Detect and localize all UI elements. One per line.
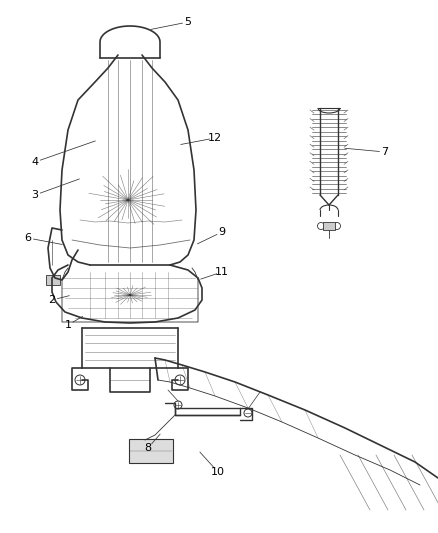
Text: 4: 4 bbox=[32, 157, 39, 167]
Text: 9: 9 bbox=[219, 227, 226, 237]
Bar bbox=[323, 222, 335, 230]
Text: 3: 3 bbox=[32, 190, 39, 200]
Text: 10: 10 bbox=[211, 467, 225, 477]
Text: 1: 1 bbox=[64, 320, 71, 330]
FancyBboxPatch shape bbox=[129, 439, 173, 463]
Text: 5: 5 bbox=[184, 17, 191, 27]
Circle shape bbox=[244, 409, 252, 417]
Bar bbox=[46, 275, 60, 285]
Circle shape bbox=[174, 401, 182, 409]
Text: 6: 6 bbox=[25, 233, 32, 243]
Circle shape bbox=[318, 222, 325, 230]
Circle shape bbox=[333, 222, 340, 230]
Text: 8: 8 bbox=[145, 443, 152, 453]
Text: 11: 11 bbox=[215, 267, 229, 277]
Text: 7: 7 bbox=[381, 147, 389, 157]
Text: 12: 12 bbox=[208, 133, 222, 143]
Text: 2: 2 bbox=[49, 295, 56, 305]
Circle shape bbox=[75, 375, 85, 385]
Circle shape bbox=[175, 375, 185, 385]
